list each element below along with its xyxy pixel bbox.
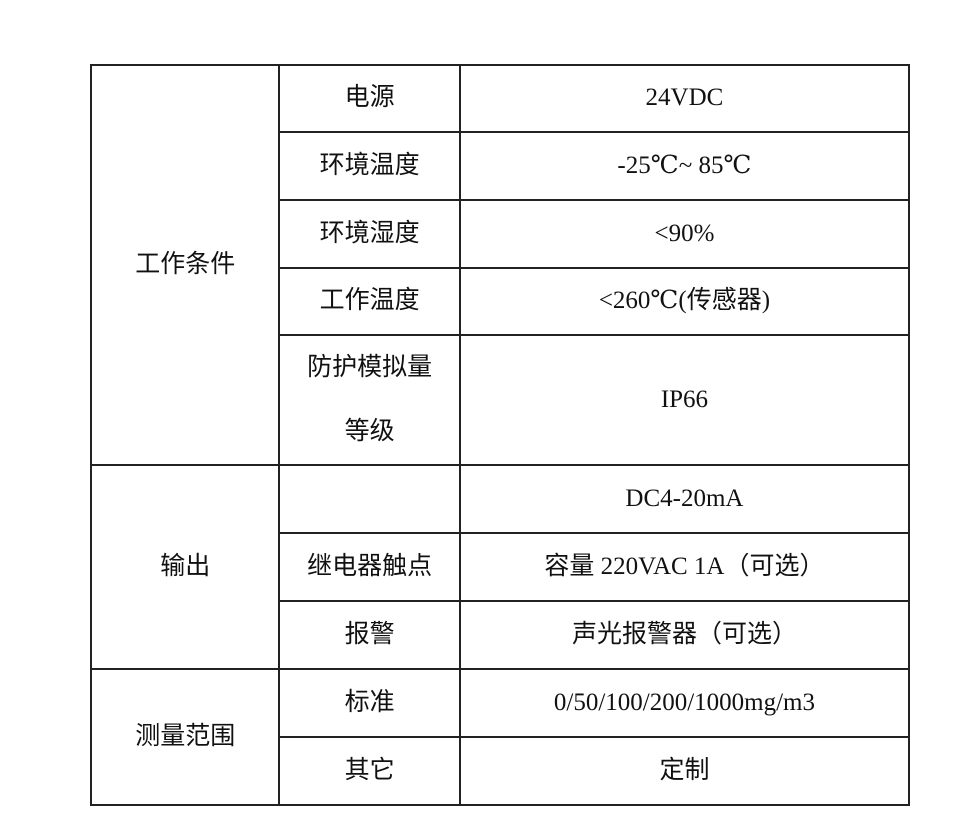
param-cell xyxy=(278,464,461,534)
value-cell: 定制 xyxy=(458,736,911,806)
param-cell: 电源 xyxy=(278,64,461,133)
table-row: 报警 声光报警器（可选） xyxy=(91,600,911,670)
table-row: 防护模拟量等级 IP66 xyxy=(91,334,911,466)
value-cell: 容量 220VAC 1A（可选） xyxy=(458,532,911,602)
value-cell: 0/50/100/200/1000mg/m3 xyxy=(458,668,911,738)
table-row: 工作温度 <260℃(传感器) xyxy=(91,267,911,336)
param-cell: 标准 xyxy=(278,668,461,738)
param-cell: 防护模拟量 等级 xyxy=(278,334,461,466)
value-cell: 24VDC xyxy=(458,64,911,133)
table-row: 输出 DC4-20mA xyxy=(89,464,911,670)
group-label: 测量范围 xyxy=(89,668,281,806)
group-label: 输出 xyxy=(89,464,281,670)
table-row: 测量范围 标准 0/50/100/200/1000mg/m3 xyxy=(89,668,911,806)
value-cell: DC4-20mA xyxy=(458,464,911,534)
spec-table: 工作条件 电源 24VDC 环境温度 -25℃~ 85℃ 环境湿度 <90% 工… xyxy=(89,64,911,806)
table-row: 其它 定制 xyxy=(91,736,911,806)
value-cell: <260℃(传感器) xyxy=(458,267,911,336)
value-cell: <90% xyxy=(458,199,911,269)
value-cell: 声光报警器（可选） xyxy=(458,600,911,670)
param-cell: 报警 xyxy=(278,600,461,670)
table-row: 工作条件 电源 24VDC xyxy=(89,64,911,466)
table-row: 环境湿度 <90% xyxy=(91,199,911,269)
value-cell: -25℃~ 85℃ xyxy=(458,131,911,201)
table-row: 环境温度 -25℃~ 85℃ xyxy=(91,131,911,201)
param-cell: 工作温度 xyxy=(278,267,461,336)
group-label: 工作条件 xyxy=(89,64,281,466)
param-cell: 继电器触点 xyxy=(278,532,461,602)
table-row: 继电器触点 容量 220VAC 1A（可选） xyxy=(91,532,911,602)
param-cell: 环境湿度 xyxy=(278,199,461,269)
param-line: 等级 xyxy=(344,418,395,445)
param-line: 防护模拟量 xyxy=(307,354,433,381)
param-cell: 环境温度 xyxy=(278,131,461,201)
value-cell: IP66 xyxy=(458,334,911,466)
param-cell: 其它 xyxy=(278,736,461,806)
